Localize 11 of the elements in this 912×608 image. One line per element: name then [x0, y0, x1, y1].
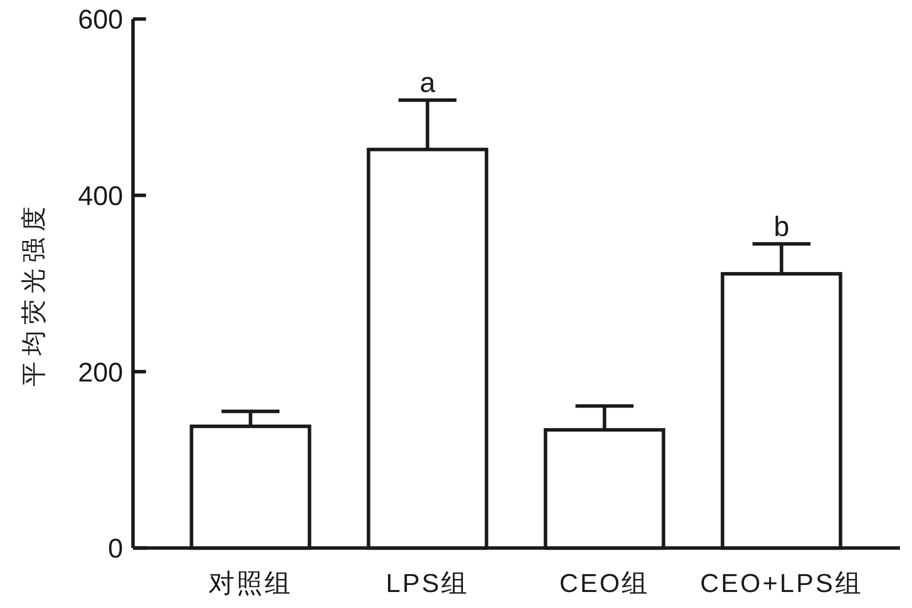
x-tick-label: LPS组: [386, 568, 470, 598]
annotation: a: [420, 67, 436, 98]
y-tick-label: 400: [78, 181, 123, 212]
annotation: b: [774, 210, 790, 242]
x-tick-label: 对照组: [208, 568, 292, 598]
x-tick-label: CEO+LPS组: [700, 568, 863, 598]
y-axis-title: 平均荧光强度: [20, 200, 48, 386]
y-tick-label: 0: [108, 534, 123, 564]
y-tick-label: 200: [78, 357, 123, 388]
x-tick-label: CEO组: [559, 568, 650, 598]
y-tick-label: 600: [78, 4, 123, 35]
